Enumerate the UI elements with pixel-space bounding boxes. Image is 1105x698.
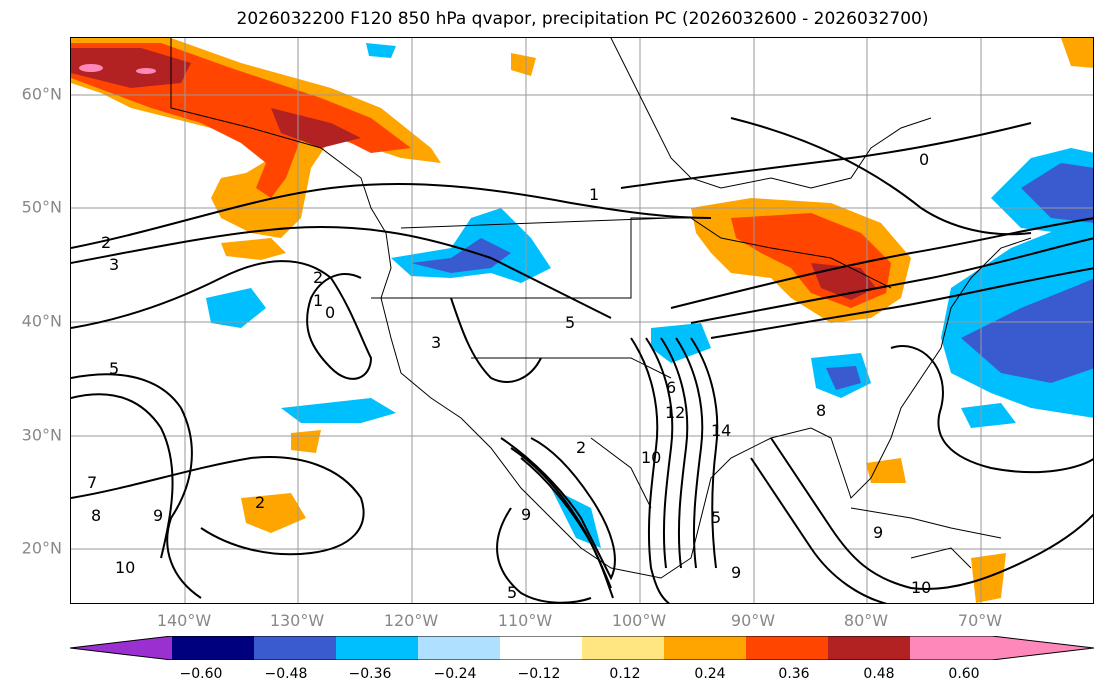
contour-label: 9 <box>153 506 163 525</box>
contour-label: 5 <box>711 508 721 527</box>
colorbar-tick: −0.24 <box>433 666 477 682</box>
shade-atlantic-darkblue <box>961 278 1093 383</box>
shade-pacific-orange4 <box>241 493 306 533</box>
contour-labels: 0 1 2 3 2 1 0 5 5 3 2 8 9 7 10 5 8 9 10 … <box>87 150 931 602</box>
shade-corner-orange <box>1061 38 1093 68</box>
colorbar-tick: 0.12 <box>609 666 641 682</box>
contour-label: 10 <box>641 448 661 467</box>
shade-pacific-orange3 <box>291 430 321 453</box>
colorbar-segment <box>582 636 665 660</box>
contour-label: 2 <box>101 233 111 252</box>
colorbar-tick: −0.48 <box>264 666 308 682</box>
shade-gulf-blue <box>651 323 711 363</box>
shade-pacific-blue2 <box>281 398 396 423</box>
contour-label: 6 <box>666 378 676 397</box>
lon-label-80w: 80°W <box>843 611 889 630</box>
shade-west-darkblue <box>411 238 511 273</box>
contour-label: 2 <box>313 268 323 287</box>
colorbar-tick: 0.48 <box>863 666 895 682</box>
lat-label-50n: 50°N <box>21 197 62 217</box>
colorbar-segment <box>254 636 337 660</box>
shade-pacific-nw-darkred <box>71 48 191 88</box>
contour-label: 2 <box>576 438 586 457</box>
contour-label: 9 <box>873 523 883 542</box>
map-panel: 0 1 2 3 2 1 0 5 5 3 2 8 9 7 10 5 8 9 10 … <box>70 37 1094 604</box>
contour-label: 5 <box>565 313 575 332</box>
contour-label: 5 <box>109 359 119 378</box>
lat-label-60n: 60°N <box>21 84 62 104</box>
contour-label: 2 <box>255 493 265 512</box>
shade-caribbean-orange <box>971 553 1006 603</box>
colorbar-tick: 0.60 <box>948 666 980 682</box>
shade-atlantic-blue2 <box>961 403 1016 428</box>
contours <box>71 117 1093 603</box>
colorbar-tick: 0.24 <box>694 666 726 682</box>
colorbar-segment <box>172 636 255 660</box>
shade-pink2 <box>136 68 156 74</box>
contour-label: 7 <box>87 473 97 492</box>
colorbar-under-arrow <box>70 636 172 660</box>
contour-label: 9 <box>521 505 531 524</box>
shade-pink <box>79 64 103 72</box>
contour-label: 8 <box>816 401 826 420</box>
contour-label: 8 <box>91 506 101 525</box>
colorbar-over-arrow <box>992 636 1094 660</box>
contour-label: 0 <box>325 303 335 322</box>
colorbar-segment <box>664 636 747 660</box>
lat-label-30n: 30°N <box>21 425 62 445</box>
map-title: 2026032200 F120 850 hPa qvapor, precipit… <box>236 9 929 29</box>
contour-label: 1 <box>589 185 599 204</box>
colorbar-tick: −0.60 <box>179 666 223 682</box>
contour-label: 0 <box>919 150 929 169</box>
shade-gulf-orange <box>866 458 906 483</box>
contour-label: 3 <box>109 255 119 274</box>
colorbar-segment <box>910 636 993 660</box>
lon-label-140w: 140°W <box>156 611 212 630</box>
colorbar <box>70 636 1094 660</box>
lon-label-130w: 130°W <box>269 611 325 630</box>
colorbar-segments <box>70 636 1094 660</box>
shade-pacific-blue1 <box>206 288 266 328</box>
contour-label: 1 <box>313 291 323 310</box>
lat-label-40n: 40°N <box>21 311 62 331</box>
precip-shading <box>71 38 1093 603</box>
colorbar-segment <box>336 636 419 660</box>
contour-label: 3 <box>431 333 441 352</box>
colorbar-segment <box>746 636 829 660</box>
contour-label: 9 <box>731 563 741 582</box>
colorbar-tick: −0.12 <box>517 666 561 682</box>
lon-label-100w: 100°W <box>611 611 667 630</box>
colorbar-segment <box>500 636 583 660</box>
coastlines <box>170 38 1032 579</box>
shade-bc-orange <box>221 238 286 260</box>
contour-label: 10 <box>115 558 135 577</box>
colorbar-segment <box>418 636 501 660</box>
lon-label-110w: 110°W <box>497 611 553 630</box>
colorbar-segment <box>828 636 911 660</box>
lon-label-120w: 120°W <box>383 611 439 630</box>
contour-label: 14 <box>711 421 731 440</box>
shade-se-darkblue <box>826 366 861 390</box>
colorbar-tick: 0.36 <box>778 666 810 682</box>
contour-label: 5 <box>507 583 517 602</box>
lon-label-90w: 90°W <box>730 611 776 630</box>
lon-label-70w: 70°W <box>957 611 1003 630</box>
shade-top-blue <box>366 43 396 58</box>
shade-top-orange <box>511 53 536 76</box>
colorbar-tick: −0.36 <box>348 666 392 682</box>
lat-label-20n: 20°N <box>21 538 62 558</box>
contour-label: 12 <box>665 403 685 422</box>
shade-pacific-nw-darkred2 <box>271 108 361 148</box>
map-canvas: 0 1 2 3 2 1 0 5 5 3 2 8 9 7 10 5 8 9 10 … <box>71 38 1093 603</box>
contour-label: 10 <box>911 578 931 597</box>
